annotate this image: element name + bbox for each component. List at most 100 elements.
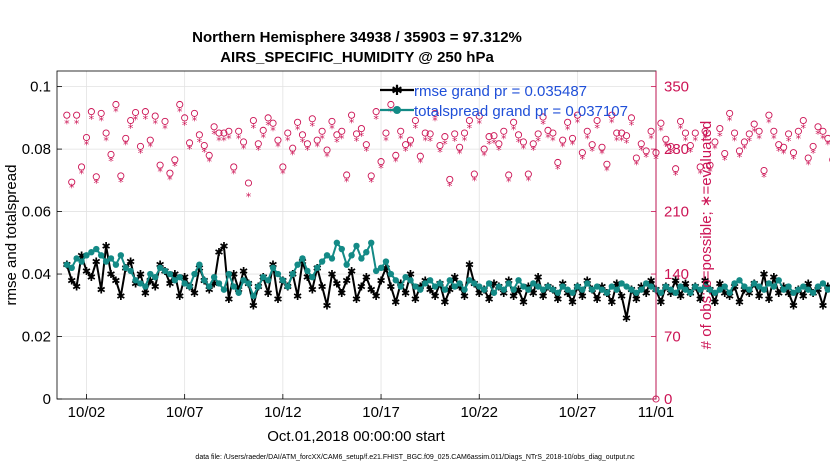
obs-evaluated-point: * [334,136,340,149]
totalspread-point [480,286,488,293]
rmse-point: ✱ [67,274,76,287]
obs-possible-point [279,163,287,171]
rmse-point: ✱ [367,284,376,297]
obs-possible-point [176,100,184,109]
obs-evaluated-point: * [639,144,645,157]
obs-possible-point [402,141,410,149]
totalspread-point [485,280,493,287]
totalspread-point [333,239,341,247]
rmse-point: ✱ [700,274,709,287]
totalspread-point [741,283,748,290]
totalspread-point [117,252,125,259]
obs-possible-point [186,139,194,147]
obs-possible-point [436,141,444,150]
totalspread-point [451,283,458,290]
obs-evaluated-point: * [319,132,325,145]
rmse-point: ✱ [499,287,508,300]
rmse-point: ✱ [151,281,160,294]
obs-possible-point [598,143,606,151]
obs-possible-point [534,130,542,138]
rmse-point: ✱ [799,290,808,303]
obs-evaluated-point: * [422,134,428,147]
rmse-point: ✱ [406,268,415,281]
obs-possible-point [166,169,174,177]
plot-area [57,71,656,399]
obs-evaluated-point: * [403,145,409,158]
obs-possible-point [637,140,645,148]
obs-possible-point [785,130,793,138]
obs-evaluated-point: * [413,122,419,135]
rmse-point: ✱ [347,265,356,278]
y-tick-label: 0 [43,391,51,408]
obs-evaluated-point: * [634,158,640,171]
rmse-point: ✱ [308,284,317,297]
obs-evaluated-point: * [103,134,109,147]
rmse-point: ✱ [205,284,214,297]
rmse-point: ✱ [578,290,587,303]
obs-possible-point [225,127,233,135]
rmse-point: ✱ [735,296,744,309]
totalspread-point [726,289,733,296]
obs-evaluated-point: * [747,135,753,148]
totalspread-point [191,270,198,278]
obs-evaluated-point: * [457,148,463,161]
obs-possible-point [82,133,91,142]
totalspread-point [534,283,542,290]
obs-evaluated-point: * [192,115,198,128]
totalspread-point [790,289,797,296]
obs-possible-point [117,172,125,180]
totalspread-point [765,280,773,287]
rmse-point: ✱ [818,299,827,312]
totalspread-point [274,270,282,278]
obs-evaluated-point: * [152,117,158,130]
obs-possible-point [161,117,169,125]
obs-possible-point [514,131,523,139]
obs-possible-point [780,143,788,151]
rmse-point: ✱ [745,287,754,300]
totalspread-point [387,270,395,278]
totalspread-point [515,277,522,284]
y-tick-label: 0.06 [22,204,51,221]
obs-evaluated-point: * [74,117,80,130]
obs-evaluated-point: * [265,119,271,132]
x-tick-label: 11/01 [638,404,674,421]
totalspread-point [554,289,562,296]
y-right-tick-label: 210 [664,204,689,221]
y-tick-label: 0.02 [22,329,51,346]
obs-evaluated-point: * [472,174,478,187]
obs-possible-point [259,126,267,134]
obs-evaluated-point: * [94,177,100,190]
totalspread-point [819,280,827,287]
obs-evaluated-point: * [496,144,502,157]
obs-evaluated-point: * [585,132,591,145]
obs-possible-point [328,117,336,125]
totalspread-point [402,273,409,281]
totalspread-point [667,286,674,293]
totalspread-point [657,289,665,296]
obs-possible-point [303,140,311,148]
obs-evaluated-point: * [432,115,438,128]
obs-possible-point [765,111,773,119]
obs-possible-point [721,150,729,158]
rmse-point: ✱ [529,287,538,300]
rmse-point: ✱ [813,284,822,297]
obs-possible-point [127,116,135,125]
totalspread-point [608,283,616,290]
rmse-point: ✱ [489,277,498,290]
totalspread-point [235,289,242,296]
obs-evaluated-point: * [697,167,703,180]
totalspread-point [682,286,689,293]
obs-evaluated-point: * [359,130,365,143]
y-tick-label: 0.04 [22,266,51,283]
rmse-point: ✱ [82,265,91,278]
y-axis-label-left: rmse and totalspread [3,165,20,306]
rmse-point: ✱ [568,296,577,309]
totalspread-point [584,280,591,287]
rmse-point: ✱ [131,277,140,290]
totalspread-point [692,283,699,290]
obs-possible-point [480,145,488,153]
totalspread-point [309,273,316,281]
obs-evaluated-point: * [398,132,404,145]
rmse-point: ✱ [298,256,307,269]
